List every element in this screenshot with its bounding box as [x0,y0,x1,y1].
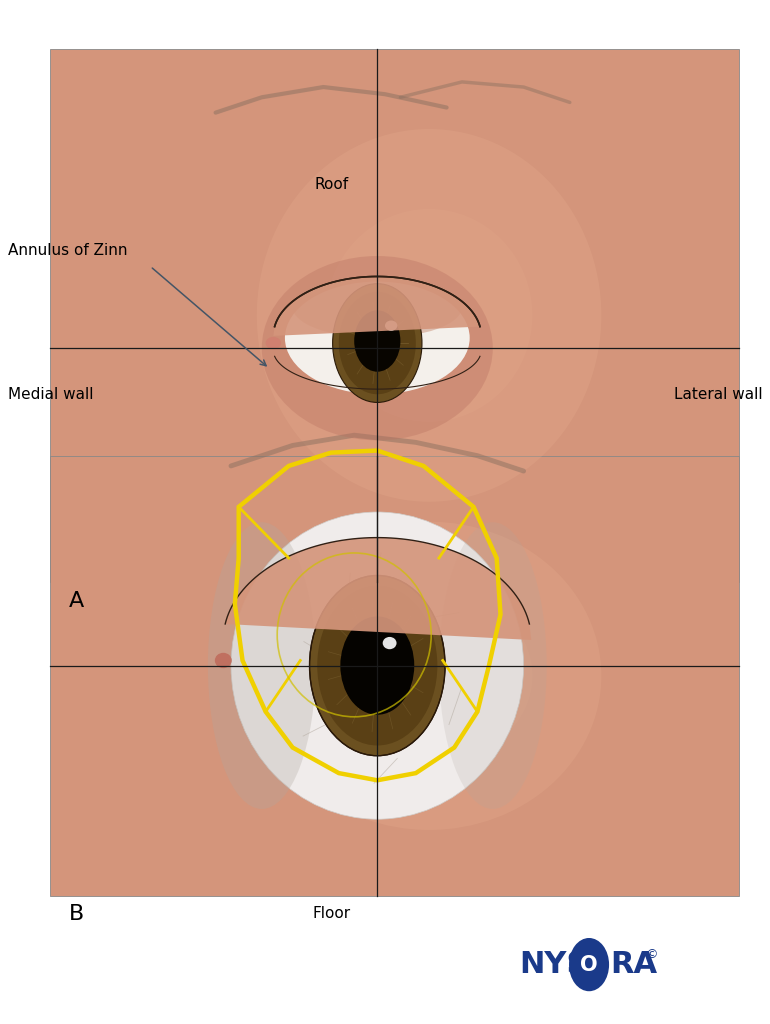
Ellipse shape [326,588,533,764]
Circle shape [569,938,609,991]
Circle shape [310,575,445,756]
Ellipse shape [383,637,397,649]
Circle shape [354,310,400,372]
Bar [50,49,739,582]
Ellipse shape [215,653,232,669]
Circle shape [339,292,416,394]
Polygon shape [273,276,480,336]
Text: Lateral wall: Lateral wall [674,387,762,401]
Ellipse shape [257,522,601,829]
Text: ©: © [645,948,658,961]
Text: NYS: NYS [520,950,589,979]
Polygon shape [225,538,531,640]
Ellipse shape [285,282,470,394]
Ellipse shape [385,321,397,331]
Text: Roof: Roof [314,177,348,191]
Bar [50,456,739,896]
Text: Medial wall: Medial wall [8,387,93,401]
Ellipse shape [208,522,316,809]
Ellipse shape [231,512,524,819]
Circle shape [317,586,437,745]
Ellipse shape [439,522,547,809]
Text: B: B [69,904,85,925]
Text: RA: RA [611,950,658,979]
Ellipse shape [266,337,281,349]
Ellipse shape [257,129,601,502]
Text: Annulus of Zinn: Annulus of Zinn [8,244,127,258]
Circle shape [340,616,414,715]
Text: O: O [581,954,598,975]
Ellipse shape [293,276,462,338]
Text: A: A [69,591,85,611]
Ellipse shape [326,209,533,422]
Text: Floor: Floor [312,906,350,921]
Ellipse shape [262,256,493,440]
Circle shape [333,284,422,402]
